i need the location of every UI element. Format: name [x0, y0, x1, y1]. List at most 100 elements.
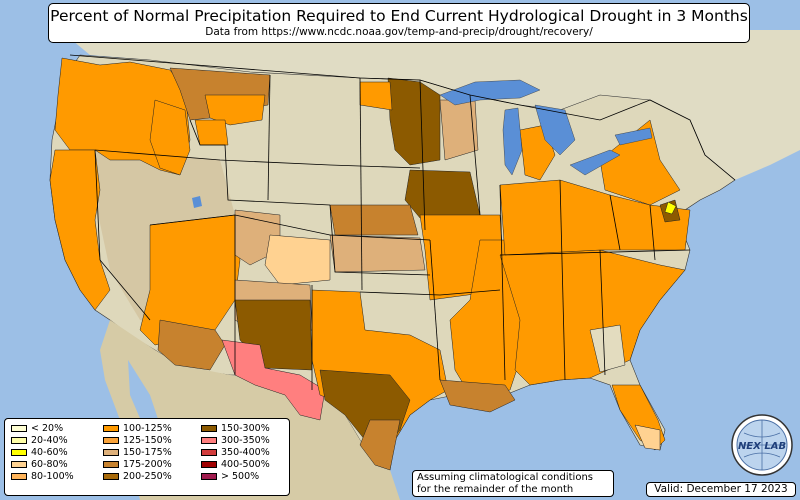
note-line-2: for the remainder of the month	[417, 484, 574, 495]
legend-item: 125-150%	[103, 434, 172, 446]
legend-label: 175-200%	[123, 459, 172, 471]
legend-swatch	[11, 448, 27, 456]
valid-date: Valid: December 17 2023	[646, 482, 796, 497]
iowa-area	[404, 169, 481, 219]
title-box: Percent of Normal Precipitation Required…	[48, 3, 750, 43]
lake-huron	[534, 104, 576, 156]
wyoming-area	[194, 119, 229, 146]
legend-item: 200-250%	[103, 471, 172, 483]
lake-erie	[569, 149, 621, 176]
georgia-light-area	[589, 324, 626, 373]
legend-column-1: < 20% 20-40% 40-60% 60-80% 80-100%	[11, 422, 74, 483]
legend-swatch	[201, 448, 217, 456]
legend-label: 350-400%	[221, 446, 270, 458]
border-line	[499, 184, 506, 381]
border-line	[94, 149, 421, 169]
legend-item: 80-100%	[11, 471, 74, 483]
legend-label: 300-350%	[221, 434, 270, 446]
border-line	[267, 74, 271, 201]
border-line	[359, 77, 363, 291]
southwest-red-area	[221, 339, 326, 421]
map-title: Percent of Normal Precipitation Required…	[50, 7, 748, 25]
mid-atlantic-area	[599, 119, 681, 206]
map-subtitle: Data from https://www.ncdc.noaa.gov/temp…	[205, 26, 593, 38]
note-box: Assuming climatological conditions for t…	[412, 470, 614, 497]
border-line	[599, 249, 606, 376]
legend-swatch	[11, 424, 27, 432]
legend-swatch	[201, 436, 217, 444]
border-line	[429, 239, 441, 381]
maryland-yellow-area	[664, 201, 677, 215]
border-line	[469, 94, 481, 216]
legend-item: 350-400%	[201, 446, 270, 458]
border-line	[609, 194, 621, 251]
louisiana-area	[439, 379, 516, 413]
legend-item: 20-40%	[11, 434, 74, 446]
florida-south-area	[634, 424, 661, 451]
globe-logo-icon: NEX LAB	[731, 414, 793, 476]
state-borders	[94, 74, 691, 390]
legend-swatch	[11, 461, 27, 469]
legend-swatch	[103, 461, 119, 469]
legend-item: 300-350%	[201, 434, 270, 446]
arizona-south-area	[157, 319, 226, 371]
legend-swatch	[201, 461, 217, 469]
lake-michigan	[502, 107, 523, 176]
border-line	[189, 119, 331, 206]
legend-item: 100-125%	[103, 422, 172, 434]
legend-label: 400-500%	[221, 459, 270, 471]
canada-border	[69, 54, 736, 181]
legend-label: 100-125%	[123, 422, 172, 434]
legend-column-2: 100-125% 125-150% 150-175% 175-200% 200-…	[103, 422, 172, 483]
border-line	[149, 214, 431, 241]
canada-land	[60, 30, 800, 180]
border-line	[649, 204, 656, 261]
ohio-valley-area	[499, 179, 691, 256]
great-lakes	[439, 79, 653, 176]
legend-label: > 500%	[221, 471, 260, 483]
legend-item: > 500%	[201, 471, 270, 483]
logo-text: NEX LAB	[738, 441, 786, 452]
border-line	[499, 249, 691, 256]
border-line	[559, 179, 566, 381]
minnesota-area	[359, 81, 393, 111]
legend-label: 40-60%	[31, 446, 68, 458]
legend-swatch	[103, 436, 119, 444]
legend-label: 60-80%	[31, 459, 68, 471]
legend: < 20% 20-40% 40-60% 60-80% 80-100% 100-1…	[4, 418, 290, 496]
california-area	[49, 149, 111, 311]
border-line	[94, 149, 151, 321]
colorado-area	[264, 234, 331, 286]
idaho-area	[149, 99, 191, 176]
legend-item: 150-175%	[103, 446, 172, 458]
legend-label: 150-175%	[123, 446, 172, 458]
border-line	[329, 204, 431, 276]
legend-label: 80-100%	[31, 471, 74, 483]
legend-label: 200-250%	[123, 471, 172, 483]
legend-swatch	[11, 473, 27, 481]
southeast-area	[499, 249, 686, 386]
kansas-area	[329, 234, 426, 273]
texas-coast-area	[359, 419, 401, 471]
legend-item: 400-500%	[201, 459, 270, 471]
legend-swatch	[103, 424, 119, 432]
drought-areas	[49, 57, 691, 471]
lake-superior	[439, 79, 541, 106]
legend-swatch	[201, 473, 217, 481]
upper-midwest-area	[387, 77, 441, 166]
legend-swatch	[103, 448, 119, 456]
note-line-1: Assuming climatological conditions	[417, 472, 593, 483]
border-line	[359, 289, 501, 296]
legend-label: 20-40%	[31, 434, 68, 446]
legend-label: 150-300%	[221, 422, 270, 434]
legend-item: 175-200%	[103, 459, 172, 471]
logo-gridlines	[740, 420, 784, 470]
legend-swatch	[11, 436, 27, 444]
legend-swatch	[103, 473, 119, 481]
legend-label: < 20%	[31, 422, 64, 434]
legend-column-3: 150-300% 300-350% 350-400% 400-500% > 50…	[201, 422, 270, 483]
wisconsin-area	[439, 99, 479, 161]
lake-ontario	[614, 127, 653, 146]
legend-item: 40-60%	[11, 446, 74, 458]
